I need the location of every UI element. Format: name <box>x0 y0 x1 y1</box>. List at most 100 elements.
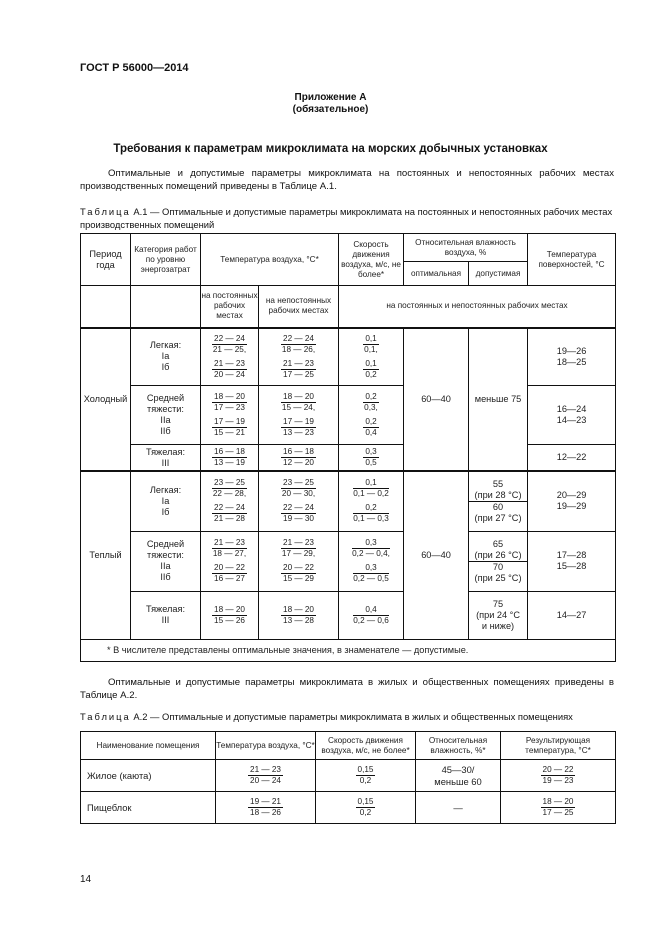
header-air-temp-const: на постоянных рабочих местах <box>200 285 259 328</box>
category-line: Iб <box>161 506 170 517</box>
numerator: 18 — 20 <box>540 797 576 808</box>
fraction: 0,2 0,4 <box>363 417 379 438</box>
result-temp-cell: 18 — 20 17 — 25 <box>500 791 616 824</box>
page-number: 14 <box>80 874 92 885</box>
category-line: Тяжелая: <box>145 604 186 614</box>
fraction: 0,1 0,1, <box>363 334 379 355</box>
humidity-adm: 65 (при 26 °С) <box>469 539 527 561</box>
numerator: 21 — 23 <box>212 358 247 370</box>
category: Средней тяжести: IIa IIб <box>131 539 200 583</box>
surface-cell: 12—22 <box>527 444 617 472</box>
numerator: 0,3 <box>353 563 389 574</box>
speed-cell: 0,1 0,1 — 0,2 0,2 0,1 — 0,3 <box>338 470 405 532</box>
speed-cell: 0,4 0,2 — 0,6 <box>338 590 405 640</box>
category-line: тяжести: <box>147 404 184 414</box>
room-name-cell: Жилое (каюта) <box>80 759 216 792</box>
humidity-adm-line: 55 <box>492 478 504 489</box>
temp-cell: 21 — 23 20 — 24 <box>215 759 316 792</box>
category-line: IIб <box>160 426 171 436</box>
fraction: 16 — 18 13 — 19 <box>212 447 247 468</box>
table2-header-0: Наименование помещения <box>80 731 216 760</box>
humidity-line: — <box>453 801 463 813</box>
humidity-adm: 70 (при 25 °С) <box>469 560 528 584</box>
fraction: 0,1 0,1 — 0,2 <box>353 478 389 499</box>
numerator: 18 — 20 <box>212 392 247 403</box>
surface-cell: 16—24 14—23 <box>527 385 617 445</box>
humidity-split: 65 (при 26 °С) 70 (при 25 °С) <box>469 539 528 584</box>
fraction-stack: 23 — 25 22 — 28, 22 — 24 21 — 28 <box>201 476 258 526</box>
fraction: 19 — 21 18 — 26 <box>248 797 283 818</box>
temp-nonconst-cell: 18 — 20 15 — 24, 17 — 19 13 — 23 <box>257 385 340 445</box>
table1-caption: Таблица А.1 — Оптимальные и допустимые п… <box>80 205 614 231</box>
humidity-adm-line: 65 <box>492 538 504 549</box>
header-surface: Температура поверхностей, °С <box>527 233 617 286</box>
table-row: Пищеблок 19 — 21 18 — 26 0,15 0,2 — 18 — 20 17 … <box>80 791 616 824</box>
denominator: 0,2 — 0,5 <box>353 574 389 583</box>
humidity-adm-line: (при 24 °С <box>476 609 520 620</box>
header-category: Категория работ по уровню энергозатрат <box>130 233 201 286</box>
numerator: 0,2 <box>363 417 379 428</box>
surface-line: 14—23 <box>556 415 587 425</box>
fraction: 0,4 0,2 — 0,6 <box>353 605 389 626</box>
category-cell: Средней тяжести: IIa IIб <box>130 385 201 445</box>
denominator: 21 — 25, <box>212 344 247 354</box>
surface-line: 14—27 <box>556 609 587 620</box>
period-cell: Холодный <box>80 326 131 472</box>
numerator: 0,3 <box>352 538 390 549</box>
denominator: 0,5 <box>365 458 377 467</box>
surface: 12—22 <box>528 452 615 463</box>
category-line: Ia <box>161 351 170 362</box>
fraction: 16 — 18 12 — 20 <box>281 447 316 468</box>
denominator: 20 — 24 <box>214 369 245 379</box>
header-air-temp: Температура воздуха, °С* <box>199 233 340 286</box>
header-all-places: на постоянных и непостоянных рабочих мес… <box>338 285 617 328</box>
fraction: 0,3 0,2 — 0,4, <box>352 538 390 559</box>
denominator: 0,2 <box>359 808 372 817</box>
denominator: 0,2 — 0,6 <box>353 615 389 625</box>
surface-line: 17—28 <box>556 550 587 560</box>
category-cell: Легкая: Ia Iб <box>130 326 201 386</box>
humidity-adm-cell: меньше 75 <box>468 326 529 472</box>
denominator: 13 — 19 <box>214 458 245 467</box>
humidity-adm-line: (при 26 °С) <box>474 549 522 560</box>
humidity-adm-line: 75 <box>492 598 504 609</box>
speed-cell: 0,3 0,5 <box>338 444 405 472</box>
table1-caption-text: А.1 — Оптимальные и допустимые параметры… <box>80 206 613 230</box>
numerator: 21 — 23 <box>212 538 247 549</box>
humidity-adm-line: 70 <box>492 561 504 572</box>
numerator: 21 — 23 <box>248 765 283 776</box>
numerator: 0,2 <box>353 503 389 515</box>
denominator: 17 — 25 <box>542 808 574 817</box>
temp-const-cell: 22 — 24 21 — 25, 21 — 23 20 — 24 <box>200 326 259 386</box>
fraction-stack: 21 — 23 17 — 29, 20 — 22 15 — 29 <box>259 536 338 586</box>
appendix-status: (обязательное) <box>292 104 369 115</box>
humidity-split: 55 (при 28 °С) 60 (при 27 °С) <box>469 478 528 524</box>
fraction: 22 — 24 18 — 26, <box>281 334 316 355</box>
fraction-stack: 22 — 24 18 — 26, 21 — 23 17 — 25 <box>259 332 338 382</box>
numerator: 20 — 22 <box>212 563 247 574</box>
humidity-adm: 75 (при 24 °С и ниже) <box>469 599 527 632</box>
numerator: 23 — 25 <box>281 478 316 490</box>
table-row: Холодный Легкая: Ia Iб 22 — 24 21 — 25, 21 — 2… <box>80 326 617 472</box>
numerator: 0,1 <box>353 478 389 490</box>
category: Средней тяжести: IIa IIб <box>131 393 200 437</box>
numerator: 22 — 24 <box>212 503 247 515</box>
surface-cell: 17—28 15—28 <box>527 530 617 592</box>
table2-caption-label: Таблица <box>80 711 131 722</box>
denominator: 19 — 23 <box>542 776 574 785</box>
humidity-adm-cell: 55 (при 28 °С) 60 (при 27 °С) <box>468 470 529 532</box>
category: Тяжелая: III <box>131 447 200 469</box>
humidity-opt-cell: 60—40 <box>403 326 470 472</box>
denominator: 21 — 28 <box>214 514 245 524</box>
fraction: 22 — 24 21 — 25, <box>212 334 247 355</box>
fraction-stack: 0,1 0,1, 0,1 0,2 <box>339 332 403 382</box>
surface: 19—26 18—25 <box>528 346 615 368</box>
fraction: 23 — 25 22 — 28, <box>212 478 247 499</box>
fraction-stack: 18 — 20 15 — 26 <box>201 603 258 628</box>
numerator: 16 — 18 <box>281 447 316 458</box>
fraction-stack: 0,4 0,2 — 0,6 <box>339 603 403 628</box>
surface-cell: 14—27 <box>527 590 617 640</box>
denominator: 13 — 23 <box>283 428 314 437</box>
header-air-temp-nonconst: на непостоянных рабочих местах <box>257 285 340 328</box>
table-a2: Наименование помещения Температура воздух… <box>80 731 616 824</box>
